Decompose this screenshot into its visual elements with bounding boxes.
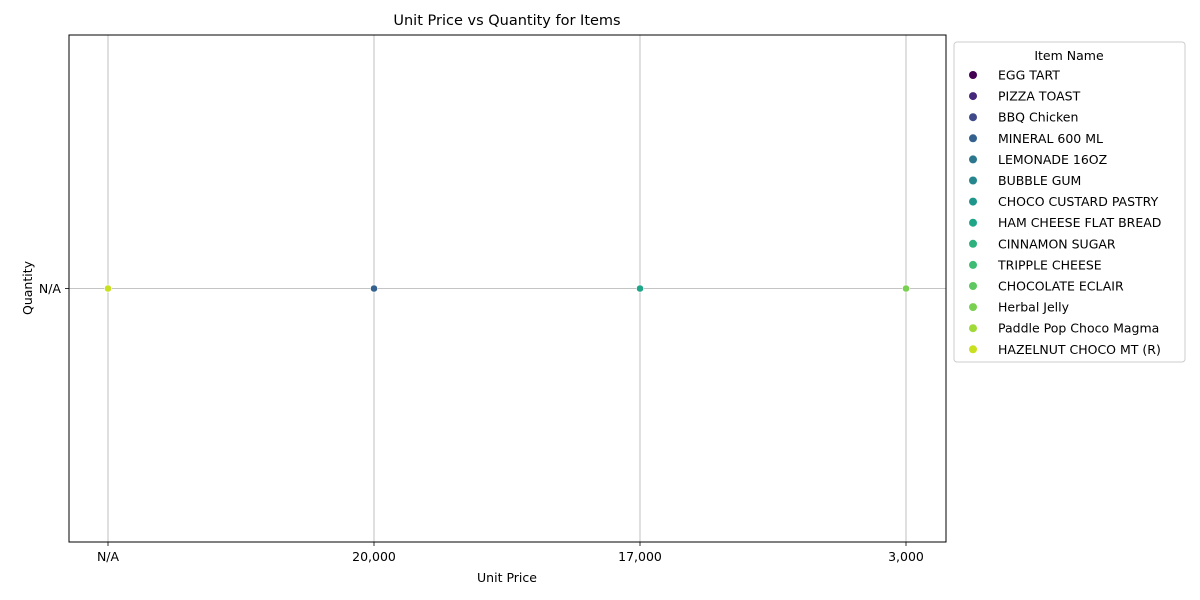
legend-marker [969,197,977,206]
x-tick-label: 17,000 [618,549,662,564]
legend-label: Herbal Jelly [998,300,1070,315]
data-point [902,284,910,293]
legend-label: CINNAMON SUGAR [998,236,1116,251]
chart-title: Unit Price vs Quantity for Items [393,13,620,29]
data-points [104,284,910,293]
legend-item: HAM CHEESE FLAT BREAD [969,215,1161,230]
legend: Item Name EGG TART PIZZA TOAST BBQ Chicken… [953,41,1186,363]
data-point [636,284,644,293]
legend-items: EGG TART PIZZA TOAST BBQ Chicken MINERAL 60… [969,68,1161,357]
legend-item: CINNAMON SUGAR [969,236,1116,251]
legend-marker [969,155,977,164]
legend-item: CHOCOLATE ECLAIR [969,279,1124,294]
legend-label: MINERAL 600 ML [998,131,1103,146]
legend-item: CHOCO CUSTARD PASTRY [969,194,1159,209]
legend-item: HAZELNUT CHOCO MT (R) [969,342,1161,357]
legend-item: BUBBLE GUM [969,173,1081,188]
legend-label: LEMONADE 16OZ [998,152,1107,167]
legend-item: Herbal Jelly [969,300,1070,315]
legend-item: BBQ Chicken [969,110,1078,125]
legend-marker [969,260,977,269]
legend-marker [969,239,977,248]
legend-marker [969,113,977,122]
legend-marker [969,282,977,290]
data-point [104,284,112,293]
x-axis-label: Unit Price [477,570,537,585]
x-tick-label: 20,000 [352,549,396,564]
x-axis-ticks: N/A 20,000 17,000 3,000 [97,542,924,564]
legend-item: PIZZA TOAST [969,89,1081,104]
legend-marker [969,303,977,312]
legend-label: Paddle Pop Choco Magma [998,321,1159,336]
legend-label: CHOCOLATE ECLAIR [998,279,1124,294]
legend-label: PIZZA TOAST [998,89,1081,104]
legend-item: EGG TART [969,68,1060,83]
legend-label: BUBBLE GUM [998,173,1081,188]
legend-marker [969,71,977,79]
legend-frame [953,41,1186,363]
legend-marker [969,345,977,354]
legend-marker [969,176,977,185]
legend-marker [969,134,977,143]
legend-item: Paddle Pop Choco Magma [969,321,1159,336]
x-tick-label: 3,000 [888,549,924,564]
legend-marker [969,92,977,101]
legend-label: BBQ Chicken [998,110,1078,125]
y-axis-ticks: N/A [39,281,69,296]
legend-marker [969,218,977,227]
legend-label: TRIPPLE CHEESE [997,257,1102,272]
legend-label: EGG TART [998,68,1060,83]
legend-item: TRIPPLE CHEESE [969,257,1102,272]
legend-label: HAM CHEESE FLAT BREAD [998,215,1161,230]
grid-lines [69,35,946,542]
legend-label: CHOCO CUSTARD PASTRY [998,194,1159,209]
y-tick-label: N/A [39,281,62,296]
legend-label: HAZELNUT CHOCO MT (R) [998,342,1161,357]
legend-item: LEMONADE 16OZ [969,152,1107,167]
data-point [370,284,378,293]
legend-title: Item Name [1034,48,1104,63]
legend-item: MINERAL 600 ML [969,131,1103,146]
legend-marker [969,324,977,333]
y-axis-label: Quantity [20,260,35,315]
x-tick-label: N/A [97,549,120,564]
